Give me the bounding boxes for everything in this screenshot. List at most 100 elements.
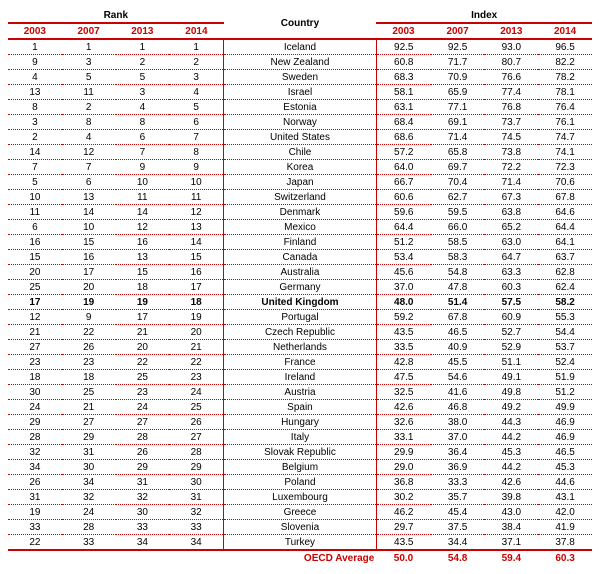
rank-cell: 10 [116, 175, 170, 190]
index-cell: 59.2 [376, 310, 430, 325]
index-cell: 60.6 [376, 190, 430, 205]
rank-cell: 28 [62, 520, 116, 535]
index-cell: 57.2 [376, 145, 430, 160]
table-row: 31323231Luxembourg30.235.739.843.1 [8, 490, 592, 505]
country-cell: France [224, 355, 377, 370]
index-cell: 59.5 [431, 205, 485, 220]
rank-cell: 30 [8, 385, 62, 400]
rank-cell: 16 [62, 250, 116, 265]
rank-cell: 1 [169, 39, 223, 55]
rank-cell: 27 [62, 415, 116, 430]
index-cell: 51.2 [538, 385, 592, 400]
index-cell: 63.8 [484, 205, 538, 220]
rank-cell: 2 [62, 100, 116, 115]
rank-cell: 9 [116, 160, 170, 175]
index-cell: 70.4 [431, 175, 485, 190]
index-cell: 37.8 [538, 535, 592, 551]
rank-cell: 16 [8, 235, 62, 250]
index-cell: 47.8 [431, 280, 485, 295]
table-row: 9322New Zealand60.871.780.782.2 [8, 55, 592, 70]
table-row: 6101213Mexico64.466.065.264.4 [8, 220, 592, 235]
index-cell: 92.5 [376, 39, 430, 55]
table-row: 141278Chile57.265.873.874.1 [8, 145, 592, 160]
rank-cell: 19 [169, 310, 223, 325]
index-cell: 60.9 [484, 310, 538, 325]
table-row: 29272726Hungary32.638.044.346.9 [8, 415, 592, 430]
index-cell: 46.8 [431, 400, 485, 415]
rank-cell: 14 [116, 205, 170, 220]
rank-year-2007: 2007 [62, 23, 116, 39]
rank-cell: 33 [62, 535, 116, 551]
index-cell: 58.3 [431, 250, 485, 265]
index-cell: 35.7 [431, 490, 485, 505]
table-row: 11141412Denmark59.659.563.864.6 [8, 205, 592, 220]
index-cell: 54.4 [538, 325, 592, 340]
index-cell: 67.8 [538, 190, 592, 205]
index-cell: 65.2 [484, 220, 538, 235]
rank-cell: 21 [169, 340, 223, 355]
rank-cell: 17 [116, 310, 170, 325]
rank-cell: 22 [62, 325, 116, 340]
index-cell: 48.0 [376, 295, 430, 310]
index-cell: 33.5 [376, 340, 430, 355]
index-cell: 53.7 [538, 340, 592, 355]
rank-cell: 1 [8, 39, 62, 55]
index-cell: 37.5 [431, 520, 485, 535]
rank-cell: 12 [8, 310, 62, 325]
index-cell: 63.3 [484, 265, 538, 280]
index-cell: 46.9 [538, 430, 592, 445]
country-cell: Australia [224, 265, 377, 280]
rank-cell: 5 [116, 70, 170, 85]
index-cell: 43.5 [376, 535, 430, 551]
rank-cell: 19 [116, 295, 170, 310]
rank-cell: 3 [8, 115, 62, 130]
rank-cell: 28 [116, 430, 170, 445]
table-row: 1291719Portugal59.267.860.955.3 [8, 310, 592, 325]
country-cell: United States [224, 130, 377, 145]
index-cell: 42.6 [484, 475, 538, 490]
rank-cell: 32 [62, 490, 116, 505]
index-cell: 64.4 [538, 220, 592, 235]
rank-cell: 6 [116, 130, 170, 145]
rank-cell: 13 [169, 220, 223, 235]
rank-cell: 29 [169, 460, 223, 475]
index-cell: 82.2 [538, 55, 592, 70]
rank-cell: 13 [8, 85, 62, 100]
index-cell: 45.4 [431, 505, 485, 520]
avg-2013: 59.4 [484, 550, 538, 566]
rank-cell: 4 [62, 130, 116, 145]
country-cell: Chile [224, 145, 377, 160]
table-row: 20171516Australia45.654.863.362.8 [8, 265, 592, 280]
index-cell: 43.0 [484, 505, 538, 520]
rank-cell: 29 [116, 460, 170, 475]
index-cell: 68.4 [376, 115, 430, 130]
rank-cell: 24 [169, 385, 223, 400]
rank-cell: 1 [116, 39, 170, 55]
country-cell: Netherlands [224, 340, 377, 355]
rank-cell: 18 [116, 280, 170, 295]
index-cell: 36.8 [376, 475, 430, 490]
table-row: 26343130Poland36.833.342.644.6 [8, 475, 592, 490]
rank-cell: 15 [169, 250, 223, 265]
rank-cell: 11 [62, 85, 116, 100]
rank-cell: 16 [169, 265, 223, 280]
index-cell: 64.6 [538, 205, 592, 220]
index-cell: 73.7 [484, 115, 538, 130]
index-cell: 69.1 [431, 115, 485, 130]
rank-cell: 18 [8, 370, 62, 385]
rank-cell: 14 [62, 205, 116, 220]
index-cell: 66.0 [431, 220, 485, 235]
rank-cell: 26 [62, 340, 116, 355]
index-cell: 45.3 [484, 445, 538, 460]
rank-cell: 25 [116, 370, 170, 385]
rank-cell: 26 [116, 445, 170, 460]
index-cell: 93.0 [484, 39, 538, 55]
country-cell: Germany [224, 280, 377, 295]
rank-cell: 32 [116, 490, 170, 505]
country-cell: Belgium [224, 460, 377, 475]
table-row: 1111Iceland92.592.593.096.5 [8, 39, 592, 55]
index-cell: 62.8 [538, 265, 592, 280]
index-cell: 65.8 [431, 145, 485, 160]
index-cell: 38.4 [484, 520, 538, 535]
rank-cell: 12 [169, 205, 223, 220]
